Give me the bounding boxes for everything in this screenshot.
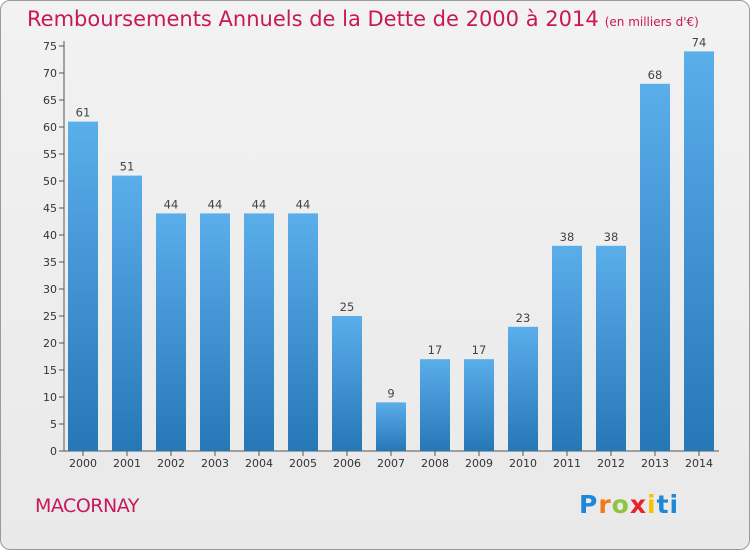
- x-tick-label: 2006: [333, 457, 361, 470]
- x-tick-label: 2011: [553, 457, 581, 470]
- x-tick-label: 2004: [245, 457, 273, 470]
- y-tick-label: 15: [43, 364, 57, 377]
- bar-value-label: 25: [340, 300, 355, 314]
- bar-value-label: 68: [648, 68, 663, 82]
- x-tick-label: 2014: [685, 457, 713, 470]
- y-tick-label: 5: [50, 418, 57, 431]
- x-tick-label: 2003: [201, 457, 229, 470]
- bar-value-label: 17: [428, 343, 443, 357]
- logo-letter: ti: [656, 490, 680, 519]
- logo-letter: o: [611, 490, 630, 519]
- proxiti-logo: Proxiti: [579, 490, 679, 519]
- bar-value-label: 44: [208, 197, 223, 211]
- bar-2009: [464, 359, 494, 451]
- bar-2007: [376, 402, 406, 451]
- y-tick-label: 25: [43, 310, 57, 323]
- y-tick-label: 75: [43, 40, 57, 53]
- y-tick-label: 70: [43, 67, 57, 80]
- x-tick-label: 2010: [509, 457, 537, 470]
- logo-letter: i: [647, 490, 657, 519]
- y-tick-label: 65: [43, 94, 57, 107]
- chart-title-text: Remboursements Annuels de la Dette de 20…: [27, 7, 599, 31]
- x-tick-label: 2001: [113, 457, 141, 470]
- bar-2010: [508, 326, 538, 451]
- y-tick-label: 0: [50, 445, 57, 458]
- y-tick-label: 55: [43, 148, 57, 161]
- logo-letter: P: [579, 490, 599, 519]
- bar-2001: [112, 175, 142, 451]
- chart-title: Remboursements Annuels de la Dette de 20…: [27, 7, 699, 31]
- bar-value-label: 74: [692, 35, 707, 49]
- commune-name: MACORNAY: [35, 495, 139, 517]
- bar-2013: [640, 83, 670, 452]
- x-tick-label: 2002: [157, 457, 185, 470]
- bar-value-label: 44: [164, 197, 179, 211]
- bar-2006: [332, 316, 362, 451]
- x-tick-label: 2005: [289, 457, 317, 470]
- bar-value-label: 44: [252, 197, 267, 211]
- bar-value-label: 51: [120, 160, 135, 174]
- y-tick-label: 50: [43, 175, 57, 188]
- logo-letter: r: [598, 490, 612, 519]
- chart-unit: (en milliers d'€): [604, 15, 699, 29]
- x-tick-label: 2007: [377, 457, 405, 470]
- bar-2014: [684, 51, 714, 452]
- x-tick-label: 2000: [69, 457, 97, 470]
- bar-2008: [420, 359, 450, 451]
- bar-2012: [596, 245, 626, 451]
- y-tick-label: 35: [43, 256, 57, 269]
- bar-value-label: 23: [516, 311, 531, 325]
- bar-2011: [552, 245, 582, 451]
- x-tick-label: 2012: [597, 457, 625, 470]
- bar-value-label: 9: [387, 386, 394, 400]
- y-tick-label: 20: [43, 337, 57, 350]
- bar-2000: [68, 121, 98, 451]
- bar-2005: [288, 213, 318, 451]
- bar-value-label: 38: [604, 230, 619, 244]
- bar-2002: [156, 213, 186, 451]
- y-tick-label: 45: [43, 202, 57, 215]
- x-tick-label: 2013: [641, 457, 669, 470]
- x-tick-label: 2009: [465, 457, 493, 470]
- x-tick-label: 2008: [421, 457, 449, 470]
- y-tick-label: 60: [43, 121, 57, 134]
- y-tick-label: 10: [43, 391, 57, 404]
- bar-2004: [244, 213, 274, 451]
- bar-value-label: 38: [560, 230, 575, 244]
- logo-letter: x: [629, 490, 647, 519]
- y-tick-label: 40: [43, 229, 57, 242]
- bar-value-label: 61: [76, 106, 91, 120]
- bar-2003: [200, 213, 230, 451]
- y-tick-label: 30: [43, 283, 57, 296]
- bar-value-label: 44: [296, 197, 311, 211]
- bar-value-label: 17: [472, 343, 487, 357]
